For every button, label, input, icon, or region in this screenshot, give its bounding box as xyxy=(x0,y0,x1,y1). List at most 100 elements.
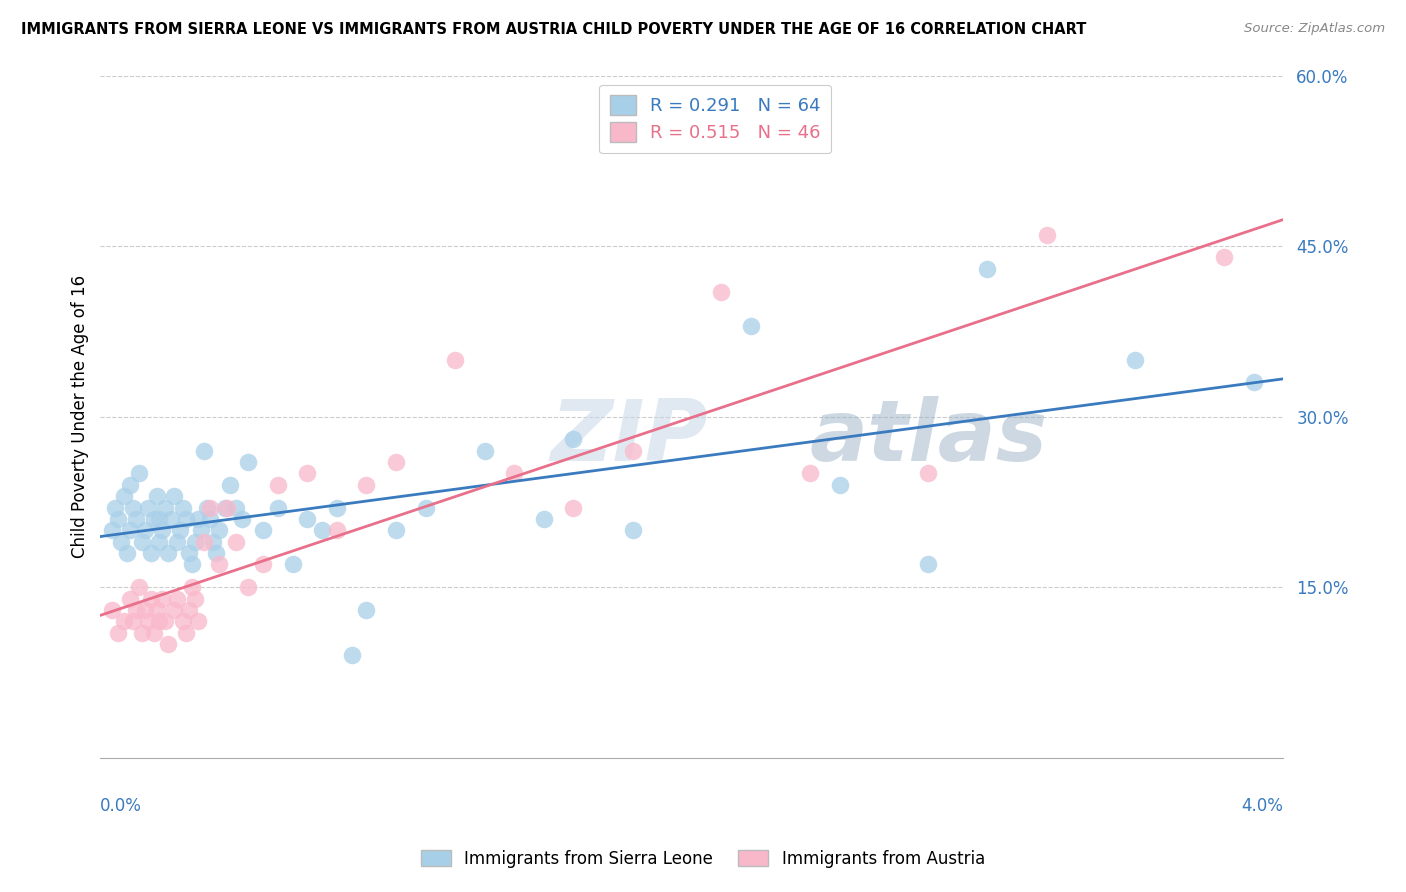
Text: ZIP: ZIP xyxy=(550,395,707,479)
Point xyxy=(172,614,194,628)
Text: 0.0%: 0.0% xyxy=(100,797,142,814)
Point xyxy=(184,534,207,549)
Point xyxy=(503,467,526,481)
Point xyxy=(621,443,644,458)
Text: IMMIGRANTS FROM SIERRA LEONE VS IMMIGRANTS FROM AUSTRIA CHILD POVERTY UNDER THE : IMMIGRANTS FROM SIERRA LEONE VS IMMIGRAN… xyxy=(21,22,1087,37)
Point xyxy=(621,523,644,537)
Legend: Immigrants from Sierra Leone, Immigrants from Austria: Immigrants from Sierra Leone, Immigrants… xyxy=(415,844,991,875)
Point xyxy=(125,512,148,526)
Point xyxy=(163,603,186,617)
Point xyxy=(148,614,170,628)
Point xyxy=(444,352,467,367)
Point xyxy=(204,546,226,560)
Y-axis label: Child Poverty Under the Age of 16: Child Poverty Under the Age of 16 xyxy=(72,275,89,558)
Point xyxy=(385,455,408,469)
Point xyxy=(190,523,212,537)
Point xyxy=(184,591,207,606)
Point xyxy=(326,523,349,537)
Point xyxy=(193,443,215,458)
Point xyxy=(710,285,733,299)
Point xyxy=(252,558,274,572)
Point xyxy=(181,580,204,594)
Text: 4.0%: 4.0% xyxy=(1241,797,1284,814)
Point xyxy=(139,591,162,606)
Point xyxy=(1243,376,1265,390)
Point xyxy=(128,467,150,481)
Point xyxy=(187,614,209,628)
Point xyxy=(155,500,177,515)
Point xyxy=(297,512,319,526)
Point xyxy=(207,558,229,572)
Point xyxy=(160,512,183,526)
Point xyxy=(177,546,200,560)
Point xyxy=(118,478,141,492)
Point xyxy=(131,625,153,640)
Point xyxy=(562,433,585,447)
Point xyxy=(172,500,194,515)
Point xyxy=(128,580,150,594)
Text: atlas: atlas xyxy=(810,395,1047,479)
Point xyxy=(155,614,177,628)
Point xyxy=(101,603,124,617)
Point xyxy=(198,500,221,515)
Point xyxy=(917,467,939,481)
Point xyxy=(356,478,378,492)
Point xyxy=(326,500,349,515)
Point xyxy=(1123,352,1146,367)
Point xyxy=(122,614,145,628)
Point xyxy=(166,591,188,606)
Point xyxy=(107,512,129,526)
Point xyxy=(122,500,145,515)
Point xyxy=(311,523,333,537)
Point xyxy=(207,523,229,537)
Point xyxy=(148,512,170,526)
Point xyxy=(152,523,174,537)
Point xyxy=(112,614,135,628)
Point xyxy=(1035,227,1057,242)
Point xyxy=(112,489,135,503)
Point xyxy=(198,512,221,526)
Point xyxy=(131,534,153,549)
Point xyxy=(118,523,141,537)
Point xyxy=(169,523,191,537)
Point xyxy=(134,603,156,617)
Point xyxy=(281,558,304,572)
Point xyxy=(562,500,585,515)
Point xyxy=(152,591,174,606)
Point xyxy=(252,523,274,537)
Point xyxy=(231,512,253,526)
Point xyxy=(107,625,129,640)
Point xyxy=(142,512,165,526)
Point xyxy=(134,523,156,537)
Point xyxy=(225,500,247,515)
Point xyxy=(217,500,239,515)
Point xyxy=(166,534,188,549)
Point xyxy=(267,500,290,515)
Point xyxy=(297,467,319,481)
Point xyxy=(356,603,378,617)
Point xyxy=(238,455,260,469)
Point xyxy=(136,614,159,628)
Point xyxy=(115,546,138,560)
Point xyxy=(385,523,408,537)
Legend: R = 0.291   N = 64, R = 0.515   N = 46: R = 0.291 N = 64, R = 0.515 N = 46 xyxy=(599,85,831,153)
Point xyxy=(101,523,124,537)
Point xyxy=(917,558,939,572)
Point xyxy=(145,489,167,503)
Point xyxy=(267,478,290,492)
Point xyxy=(145,603,167,617)
Point xyxy=(1213,251,1236,265)
Point xyxy=(740,318,762,333)
Text: Source: ZipAtlas.com: Source: ZipAtlas.com xyxy=(1244,22,1385,36)
Point xyxy=(474,443,496,458)
Point xyxy=(174,512,197,526)
Point xyxy=(195,500,218,515)
Point xyxy=(139,546,162,560)
Point xyxy=(219,478,242,492)
Point xyxy=(157,637,180,651)
Point xyxy=(148,534,170,549)
Point xyxy=(163,489,186,503)
Point xyxy=(125,603,148,617)
Point xyxy=(976,261,998,276)
Point xyxy=(225,534,247,549)
